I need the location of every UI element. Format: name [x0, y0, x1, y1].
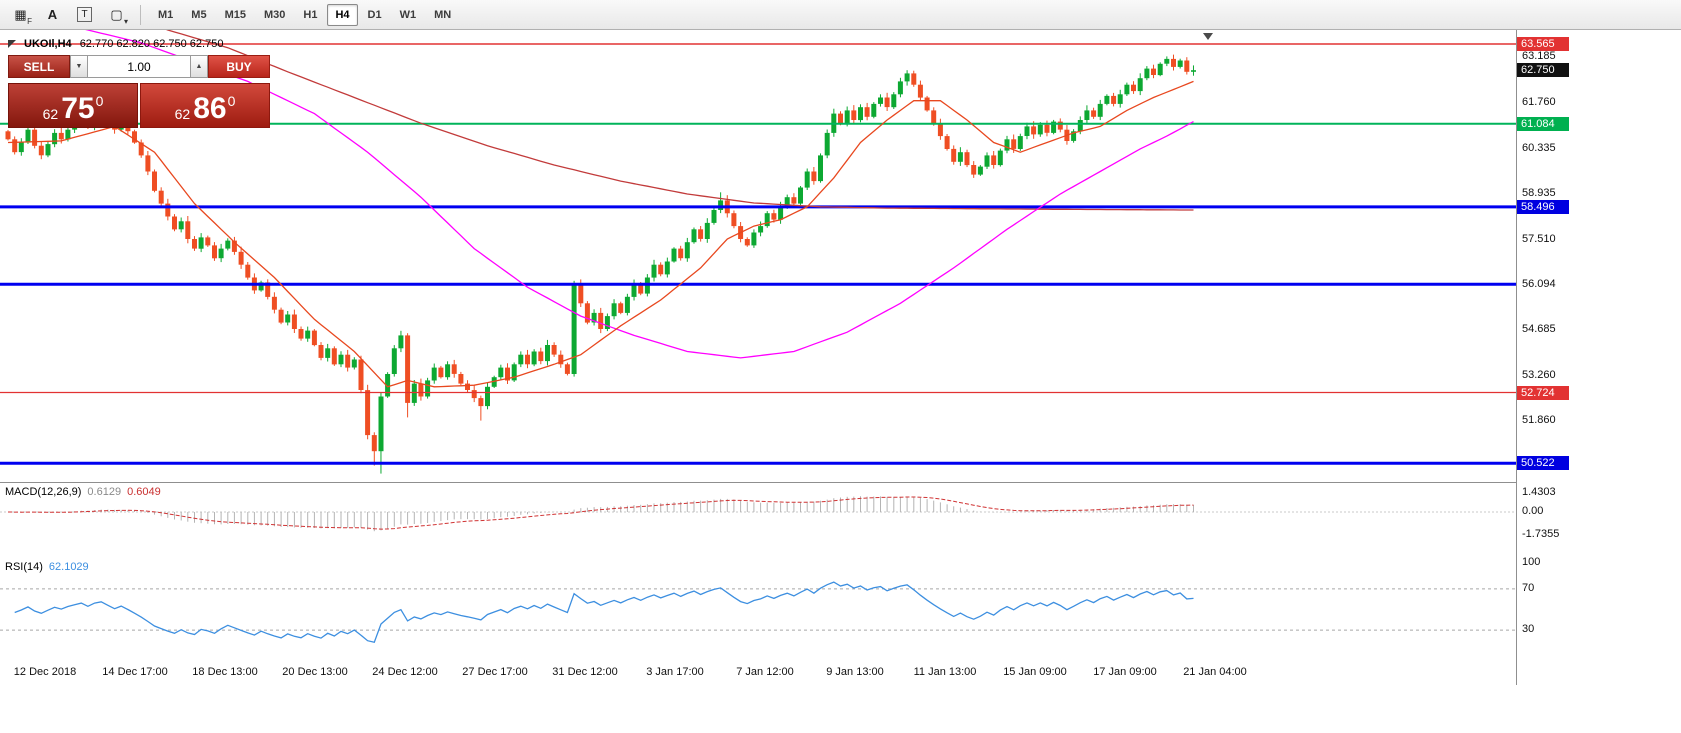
pane-separator[interactable] [0, 482, 1681, 483]
time-axis-label: 17 Jan 09:00 [1093, 666, 1157, 678]
macd-chart [0, 496, 1516, 532]
ma-slow [166, 30, 1194, 211]
symbol-period-label: UKOIl,H4 [24, 38, 72, 50]
sell-price-whole: 62 [42, 105, 59, 122]
letter-a-icon: A [47, 7, 58, 22]
toolbar: ▦ F A T ▢ ▾ M1 M5 M15 M30 H1 H4 D1 W1 MN [0, 0, 1681, 30]
grid-icon-sub: F [27, 16, 32, 26]
buy-price-sup: 0 [227, 93, 236, 109]
sell-price-tile[interactable]: 62 75 0 [8, 83, 138, 128]
ma-fast [7, 80, 1194, 388]
price-axis-label: 54.685 [1522, 323, 1556, 335]
one-click-collapse-icon[interactable] [8, 40, 16, 48]
buy-price-tile[interactable]: 62 86 0 [140, 83, 270, 128]
timeframe-m30[interactable]: M30 [263, 8, 286, 21]
price-axis-label: 58.935 [1522, 187, 1556, 199]
price-axis-label: 56.094 [1522, 278, 1556, 290]
price-axis-label: 53.260 [1522, 369, 1556, 381]
volume-increase-button[interactable]: ▲ [190, 55, 208, 78]
timeframe-m5[interactable]: M5 [191, 8, 207, 21]
price-axis-badge: 52.724 [1517, 386, 1569, 400]
time-axis-label: 7 Jan 12:00 [736, 666, 794, 678]
chevron-down-icon: ▾ [123, 16, 128, 26]
toolbar-separator [140, 4, 141, 25]
macd-axis-label: -1.7355 [1522, 528, 1560, 540]
price-axis-label: 51.860 [1522, 414, 1556, 426]
timeframe-h1[interactable]: H1 [303, 8, 318, 21]
macd-signal-value: 0.6049 [127, 486, 161, 498]
timeframe-w1[interactable]: W1 [399, 8, 417, 21]
text-tool-icon[interactable]: T [70, 3, 99, 27]
price-axis-label: 60.335 [1522, 142, 1556, 154]
price-axis-label: 57.510 [1522, 233, 1556, 245]
grid-tool-icon[interactable]: ▦ F [6, 3, 35, 27]
sell-button[interactable]: SELL [8, 55, 70, 78]
time-axis-label: 31 Dec 12:00 [552, 666, 618, 678]
rsi-name: RSI(14) [5, 561, 43, 573]
rsi-axis-label: 100 [1522, 556, 1541, 568]
time-axis-label: 12 Dec 2018 [13, 666, 77, 678]
chart-shift-marker[interactable] [1203, 33, 1213, 40]
triangle-down-icon: ▼ [75, 63, 83, 70]
volume-decrease-button[interactable]: ▼ [70, 55, 88, 78]
buy-button[interactable]: BUY [208, 55, 270, 78]
time-axis-label: 21 Jan 04:00 [1183, 666, 1247, 678]
rsi-value: 62.1029 [48, 561, 89, 573]
time-axis[interactable]: 12 Dec 2018 14 Dec 17:00 18 Dec 13:00 20 De… [0, 661, 1516, 687]
price-axis-badge: 50.522 [1517, 456, 1569, 470]
price-axis-badge: 61.084 [1517, 117, 1569, 131]
macd-name: MACD(12,26,9) [5, 486, 82, 498]
triangle-up-icon: ▲ [195, 63, 203, 70]
timeframe-d1[interactable]: D1 [367, 8, 382, 21]
rsi-axis-label: 30 [1522, 623, 1535, 635]
chart-title: UKOIl,H4 62.770 62.820 62.750 62.750 [8, 38, 223, 50]
time-axis-label: 3 Jan 17:00 [646, 666, 704, 678]
timeframe-m15[interactable]: M15 [224, 8, 246, 21]
letter-t-icon: T [77, 7, 92, 22]
timeframe-m1[interactable]: M1 [158, 8, 174, 21]
shapes-tool-dropdown[interactable]: ▢ ▾ [102, 3, 131, 27]
time-axis-label: 18 Dec 13:00 [192, 666, 258, 678]
macd-axis-label: 1.4303 [1522, 486, 1556, 498]
sell-price-sup: 0 [95, 93, 104, 109]
main-chart-pane[interactable]: UKOIl,H4 62.770 62.820 62.750 62.750 SEL… [0, 30, 1516, 482]
time-axis-label: 15 Jan 09:00 [1003, 666, 1067, 678]
price-axis-label: 63.185 [1522, 50, 1556, 62]
grid-icon: ▦ [14, 7, 27, 22]
buy-price-whole: 62 [174, 105, 191, 122]
price-axis-badge: 62.750 [1517, 63, 1569, 77]
price-axis[interactable]: 63.185 61.760 60.335 58.935 57.510 56.094 54.6… [1516, 30, 1681, 685]
rsi-axis-label: 70 [1522, 582, 1535, 594]
time-axis-label: 27 Dec 17:00 [462, 666, 528, 678]
macd-main-value: 0.6129 [87, 486, 122, 498]
timeframe-h4[interactable]: H4 [327, 3, 358, 26]
price-axis-badge: 63.565 [1517, 37, 1569, 51]
time-axis-label: 24 Dec 12:00 [372, 666, 438, 678]
timeframe-group: M1 M5 M15 M30 H1 H4 D1 W1 MN [150, 3, 459, 26]
ohlc-readout: 62.770 62.820 62.750 62.750 [79, 38, 224, 50]
time-axis-label: 20 Dec 13:00 [282, 666, 348, 678]
buy-price-big: 86 [193, 92, 227, 126]
rsi-label: RSI(14) 62.1029 [5, 561, 89, 573]
rsi-pane[interactable] [0, 558, 1516, 661]
macd-pane[interactable] [0, 483, 1516, 558]
time-axis-label: 11 Jan 13:00 [913, 666, 977, 678]
time-axis-label: 9 Jan 13:00 [826, 666, 884, 678]
price-axis-badge: 58.496 [1517, 200, 1569, 214]
price-axis-label: 61.760 [1522, 96, 1556, 108]
timeframe-mn[interactable]: MN [434, 8, 452, 21]
one-click-trading-panel: SELL ▼ ▲ BUY 62 75 0 62 86 0 [8, 55, 270, 128]
volume-input[interactable] [88, 55, 190, 78]
macd-axis-label: 0.00 [1522, 505, 1544, 517]
rsi-chart [0, 581, 1516, 643]
sell-price-big: 75 [61, 92, 95, 126]
shape-icon: ▢ [110, 7, 123, 22]
time-axis-label: 14 Dec 17:00 [102, 666, 168, 678]
label-tool-icon[interactable]: A [38, 3, 67, 27]
macd-label: MACD(12,26,9) 0.6129 0.6049 [5, 486, 161, 498]
